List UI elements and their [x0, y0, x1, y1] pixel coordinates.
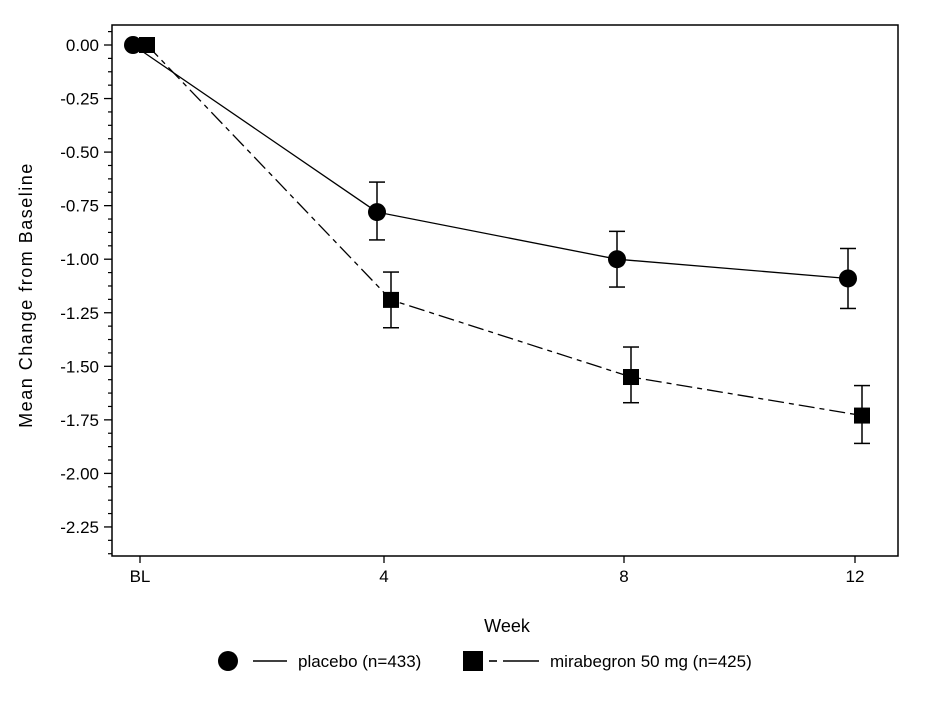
series-line — [146, 44, 863, 417]
x-axis: BL 4 8 12 — [130, 556, 865, 586]
plot-frame — [111, 24, 899, 557]
data-point-circle — [839, 269, 857, 288]
legend-label-placebo: placebo (n=433) — [298, 652, 421, 671]
y-axis-tick-label: -2.25 — [60, 518, 99, 537]
legend-marker-circle-icon — [218, 651, 238, 671]
x-axis-tick-label: 12 — [846, 567, 865, 586]
legend-item-placebo: placebo (n=433) — [218, 651, 421, 671]
data-point-circle — [608, 250, 626, 269]
legend-item-mirabegron: mirabegron 50 mg (n=425) — [463, 651, 752, 671]
y-axis-tick-label: -1.25 — [60, 304, 99, 323]
x-axis-tick-label: 8 — [619, 567, 628, 586]
y-axis-tick-label: -2.00 — [60, 464, 99, 483]
x-axis-tick-label: 4 — [379, 567, 388, 586]
data-point-square — [623, 369, 639, 386]
legend-marker-square-icon — [463, 651, 483, 671]
y-axis-tick-label: -1.75 — [60, 411, 99, 430]
y-axis: 0.00 -0.25 -0.50 -0.75 -1.00 -1.25 -1.50 -1.75 -… — [60, 31, 112, 555]
legend-label-mirabegron: mirabegron 50 mg (n=425) — [550, 652, 752, 671]
data-point-circle — [124, 36, 142, 54]
series-placebo — [124, 36, 857, 310]
data-point-square — [383, 291, 399, 308]
series-mirabegron — [139, 37, 870, 445]
x-axis-title: Week — [484, 616, 531, 636]
y-axis-tick-label: -0.75 — [60, 197, 99, 216]
legend: placebo (n=433) mirabegron 50 mg (n=425) — [218, 651, 752, 671]
data-point-circle — [368, 203, 386, 222]
data-point-square — [854, 407, 870, 424]
y-axis-tick-label: -1.00 — [60, 250, 99, 269]
series-line — [132, 44, 849, 280]
y-axis-tick-label: -0.25 — [60, 90, 99, 109]
data-point-square — [139, 37, 155, 53]
y-axis-tick-label: 0.00 — [66, 36, 99, 55]
y-axis-tick-label: -1.50 — [60, 357, 99, 376]
y-axis-title: Mean Change from Baseline — [16, 162, 36, 428]
y-axis-tick-label: -0.50 — [60, 143, 99, 162]
x-axis-tick-label: BL — [130, 567, 151, 586]
